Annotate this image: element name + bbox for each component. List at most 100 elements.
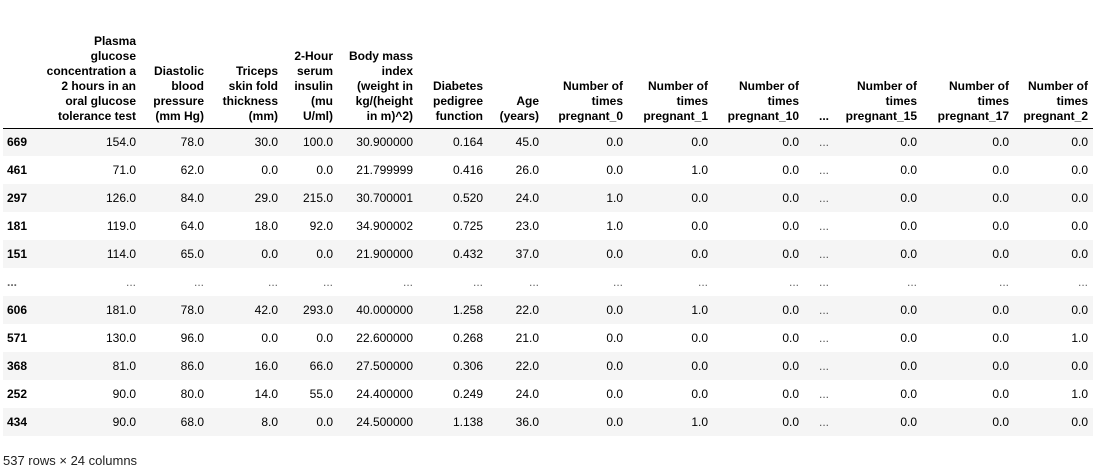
table-cell: 78.0 xyxy=(180,135,204,150)
table-cell: 0.0 xyxy=(1071,163,1088,177)
table-cell: 14.0 xyxy=(254,387,278,401)
table-cell: 0.0 xyxy=(992,303,1009,317)
table-cell: 68.0 xyxy=(180,415,204,429)
column-header: Triceps skin fold thickness (mm) xyxy=(209,0,283,129)
table-cell: 0.0 xyxy=(261,331,278,345)
table-cell: ... xyxy=(818,219,829,233)
table-cell: 62.0 xyxy=(180,163,204,177)
table-cell: 0.0 xyxy=(900,135,917,150)
shape-summary: 537 rows × 24 columns xyxy=(3,453,138,468)
row-index: 181 xyxy=(7,219,28,233)
table-cell: 0.0 xyxy=(1071,303,1088,317)
table-cell: ... xyxy=(472,275,483,289)
table-cell: 0.0 xyxy=(606,163,623,177)
table-cell: ... xyxy=(818,331,829,345)
table-cell: 0.0 xyxy=(782,387,799,401)
table-cell: ... xyxy=(818,303,829,317)
table-cell: 0.0 xyxy=(606,247,623,261)
table-cell: 0.0 xyxy=(992,359,1009,373)
table-cell: 45.0 xyxy=(515,135,539,150)
table-cell: 0.0 xyxy=(1071,415,1088,429)
table-cell: 1.0 xyxy=(1071,387,1088,401)
table-cell: 0.0 xyxy=(606,359,623,373)
table-cell: 21.799999 xyxy=(356,163,413,177)
table-cell: 0.725 xyxy=(452,219,483,233)
table-cell: 130.0 xyxy=(105,331,136,345)
column-header: Number of times pregnant_10 xyxy=(713,0,804,129)
table-cell: 0.0 xyxy=(900,331,917,345)
table-cell: 0.0 xyxy=(1071,219,1088,233)
index-header xyxy=(3,0,41,129)
table-cell: ... xyxy=(193,275,204,289)
row-index: 368 xyxy=(7,359,28,373)
table-cell: ... xyxy=(818,387,829,401)
table-cell: ... xyxy=(818,359,829,373)
table-cell: 0.0 xyxy=(782,415,799,429)
column-header: Diabetes pedigree function xyxy=(418,0,488,129)
table-cell: 1.0 xyxy=(1071,331,1088,345)
column-header: Body mass index (weight in kg/(height in… xyxy=(338,0,418,129)
table-cell: ... xyxy=(1077,275,1088,289)
table-cell: ... xyxy=(697,275,708,289)
table-cell: ... xyxy=(267,275,278,289)
table-cell: 119.0 xyxy=(106,219,136,233)
table-cell: ... xyxy=(528,275,539,289)
ellipsis-row: ........................................… xyxy=(3,268,1093,296)
table-cell: 0.0 xyxy=(992,415,1009,429)
table-row: 434 90.0 68.0 8.0 0.0 24.500000 1.138 36.0 0.0 1.… xyxy=(3,408,1093,436)
table-cell: 81.0 xyxy=(112,359,136,373)
table-cell: 24.500000 xyxy=(356,415,413,429)
table-cell: 1.0 xyxy=(606,191,623,205)
table-cell: 0.0 xyxy=(316,247,333,261)
table-cell: 0.0 xyxy=(1071,359,1088,373)
table-row: 571 130.0 96.0 0.0 0.0 22.600000 0.268 21.0 0.0 0… xyxy=(3,324,1093,352)
table-cell: 0.0 xyxy=(691,219,708,233)
table-cell: 0.0 xyxy=(691,387,708,401)
table-cell: 0.164 xyxy=(452,135,483,150)
table-cell: 0.0 xyxy=(1071,191,1088,205)
table-cell: 30.900000 xyxy=(356,135,413,150)
table-cell: 29.0 xyxy=(254,191,278,205)
table-cell: 96.0 xyxy=(180,331,204,345)
table-cell: 0.0 xyxy=(992,387,1009,401)
table-cell: 80.0 xyxy=(180,387,204,401)
table-cell: 0.0 xyxy=(900,191,917,205)
table-cell: ... xyxy=(402,275,413,289)
table-cell: 0.0 xyxy=(782,135,799,150)
table-cell: 1.258 xyxy=(452,303,483,317)
table-cell: 30.0 xyxy=(254,135,278,150)
table-row: 368 81.0 86.0 16.0 66.0 27.500000 0.306 22.0 0.0… xyxy=(3,352,1093,380)
table-cell: ... xyxy=(818,247,829,261)
table-cell: 0.0 xyxy=(782,247,799,261)
table-cell: 0.0 xyxy=(691,359,708,373)
table-cell: 154.0 xyxy=(105,135,136,150)
table-header-row: Plasma glucose concentration a 2 hours i… xyxy=(3,0,1093,129)
table-cell: 37.0 xyxy=(515,247,539,261)
table-row: 461 71.0 62.0 0.0 0.0 21.799999 0.416 26.0 0.0 1.… xyxy=(3,156,1093,184)
table-cell: 24.0 xyxy=(515,191,539,205)
table-cell: 0.432 xyxy=(452,247,483,261)
table-cell: ... xyxy=(906,275,917,289)
table-cell: 0.0 xyxy=(992,219,1009,233)
table-cell: 21.0 xyxy=(515,331,539,345)
table-cell: 84.0 xyxy=(180,191,204,205)
table-cell: ... xyxy=(322,275,333,289)
table-cell: 27.500000 xyxy=(356,359,413,373)
row-index: 151 xyxy=(7,247,28,261)
column-ellipsis-header: ... xyxy=(804,0,834,129)
table-cell: 26.0 xyxy=(515,163,539,177)
table-cell: 0.0 xyxy=(316,331,333,345)
table-cell: 0.0 xyxy=(900,247,917,261)
table-cell: 0.520 xyxy=(452,191,483,205)
table-cell: 1.138 xyxy=(452,415,483,429)
row-index: 606 xyxy=(7,303,28,317)
table-cell: 36.0 xyxy=(515,415,539,429)
table-cell: 1.0 xyxy=(606,219,623,233)
row-index: 252 xyxy=(7,387,28,401)
table-cell: 0.0 xyxy=(606,331,623,345)
table-cell: 0.306 xyxy=(452,359,483,373)
table-cell: 0.0 xyxy=(606,415,623,429)
table-row: 606 181.0 78.0 42.0 293.0 40.000000 1.258 22.0 0… xyxy=(3,296,1093,324)
table-cell: 24.400000 xyxy=(356,387,413,401)
